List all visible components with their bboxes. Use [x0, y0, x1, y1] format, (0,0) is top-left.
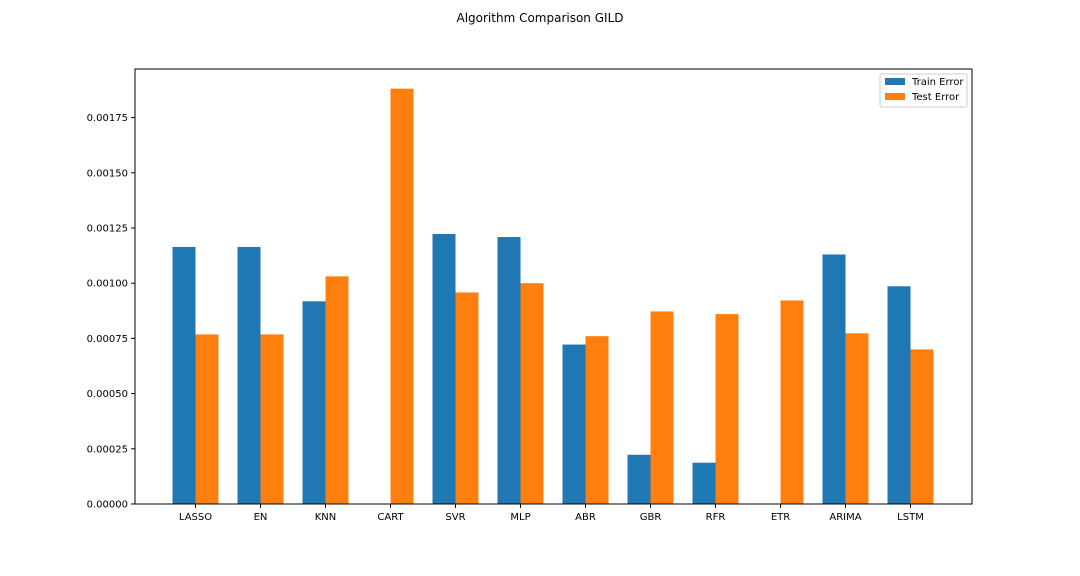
- train-error-bar-rfr: [692, 462, 716, 504]
- test-error-bar-etr: [780, 300, 804, 504]
- test-error-bar-en: [260, 334, 284, 504]
- test-error-bar-svr: [455, 292, 479, 504]
- legend: Train Error Test Error: [879, 73, 968, 108]
- y-tick-label: 0.00000: [87, 500, 128, 511]
- train-error-bar-lstm: [887, 286, 911, 504]
- y-tick-label: 0.00100: [87, 279, 128, 290]
- y-tick-label: 0.00125: [87, 223, 128, 234]
- x-tick-label: SVR: [445, 512, 465, 523]
- x-tick-label: GBR: [640, 512, 662, 523]
- train-error-bar-gbr: [627, 454, 651, 504]
- test-error-bar-abr: [585, 336, 609, 504]
- legend-swatch-test-error: [885, 93, 905, 100]
- test-error-bar-lasso: [195, 334, 219, 504]
- test-error-bar-knn: [325, 276, 349, 504]
- test-error-bar-cart: [390, 88, 414, 504]
- bars-layer: [172, 88, 934, 505]
- axes-layer: LASSO EN KNN CART SVR MLP ABR GBR RFR ETR ARIMA LST…: [87, 68, 973, 523]
- y-tick-label: 0.00025: [87, 444, 128, 455]
- y-tick-label: 0.00075: [87, 334, 128, 345]
- test-error-bar-lstm: [910, 349, 934, 504]
- x-tick-label: LASSO: [179, 512, 212, 523]
- x-tick-label: RFR: [706, 512, 726, 523]
- x-tick-label: MLP: [510, 512, 530, 523]
- legend-swatch-train-error: [885, 78, 905, 85]
- train-error-bar-en: [237, 246, 261, 505]
- train-error-bar-knn: [302, 301, 326, 504]
- y-tick-label: 0.00150: [87, 168, 128, 179]
- x-tick-label: CART: [377, 512, 404, 523]
- y-tick-label: 0.00050: [87, 389, 128, 400]
- train-error-bar-svr: [432, 233, 456, 504]
- chart-title: Algorithm Comparison GILD: [456, 11, 623, 25]
- y-tick-label: 0.00175: [87, 113, 128, 124]
- plot-frame: [134, 68, 973, 505]
- test-error-bar-gbr: [650, 311, 674, 504]
- train-error-bar-arima: [822, 254, 846, 504]
- train-error-bar-abr: [562, 344, 586, 504]
- test-error-bar-rfr: [715, 314, 739, 504]
- test-error-bar-arima: [845, 333, 869, 504]
- legend-label-train-error: Train Error: [911, 77, 964, 88]
- x-tick-label: ABR: [575, 512, 596, 523]
- x-tick-label: ARIMA: [829, 512, 861, 523]
- legend-label-test-error: Test Error: [911, 92, 960, 103]
- x-tick-label: LSTM: [897, 512, 924, 523]
- x-tick-label: EN: [254, 512, 268, 523]
- x-tick-label: ETR: [771, 512, 790, 523]
- x-tick-label: KNN: [315, 512, 337, 523]
- train-error-bar-lasso: [172, 246, 196, 505]
- test-error-bar-mlp: [520, 283, 544, 504]
- train-error-bar-mlp: [497, 237, 521, 504]
